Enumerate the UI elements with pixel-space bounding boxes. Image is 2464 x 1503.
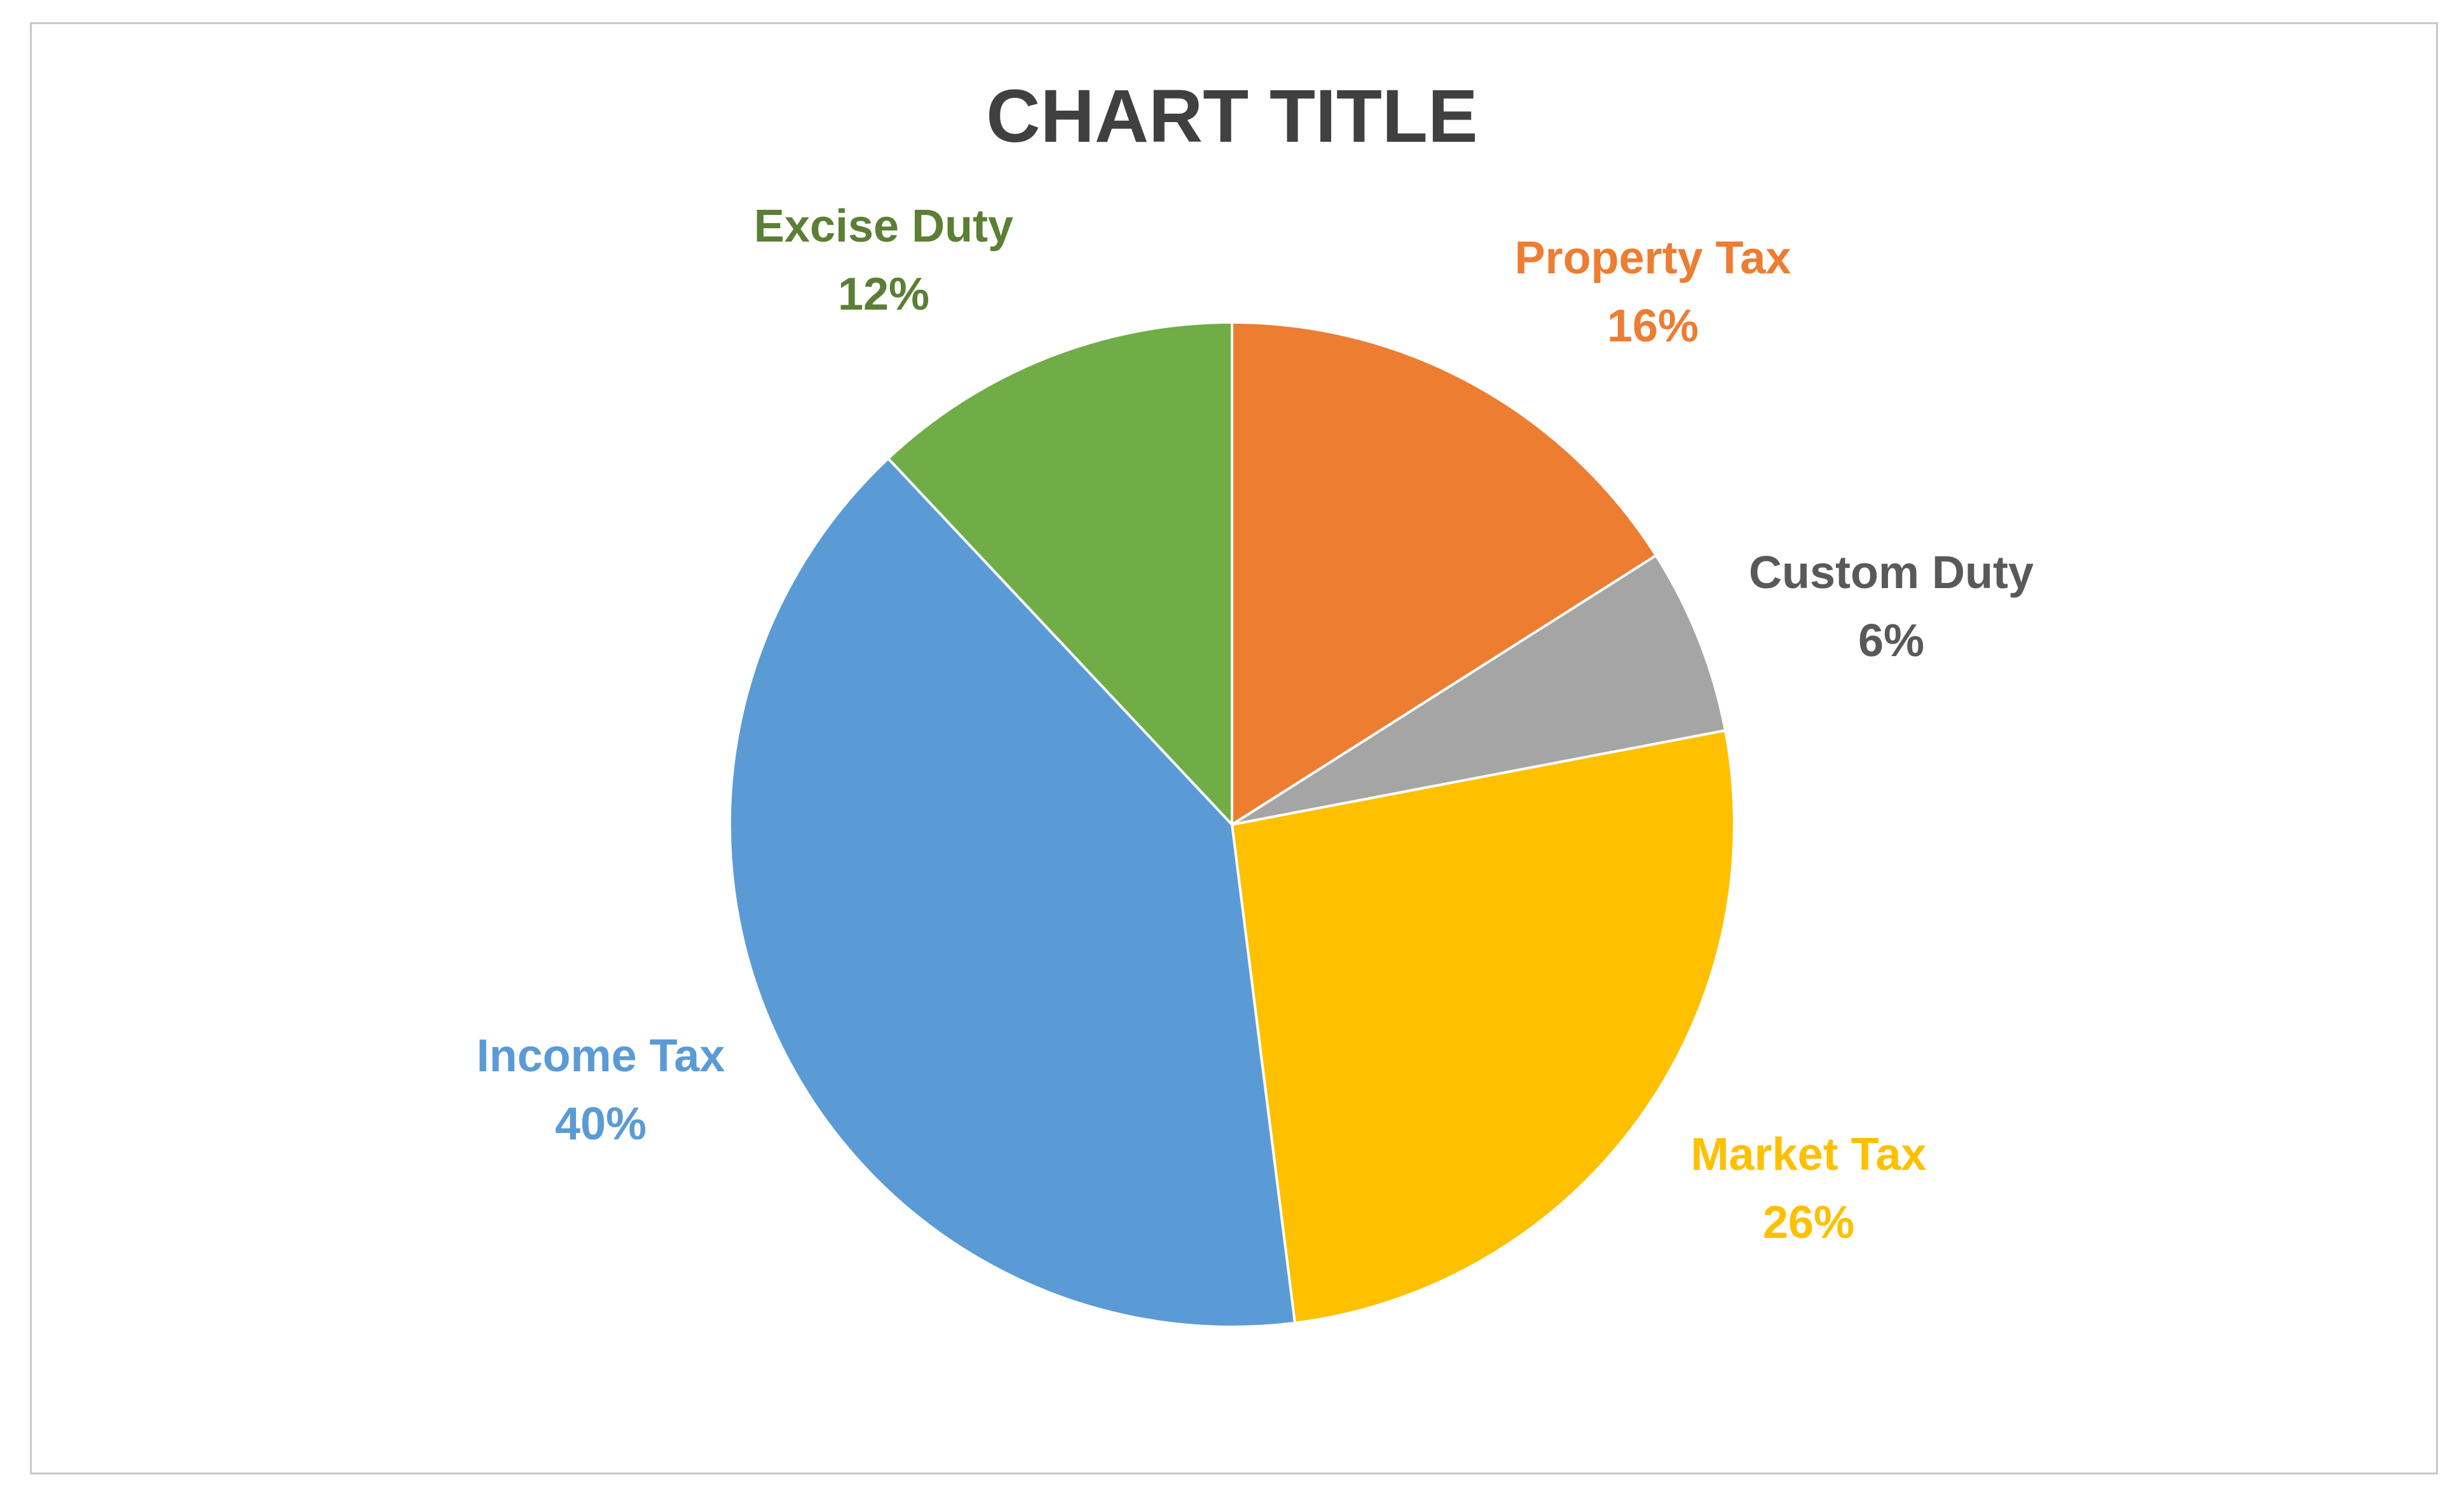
slice-label-property-tax: Property Tax	[1515, 233, 1791, 284]
slice-value-property-tax: 16%	[1607, 301, 1699, 352]
chart-title: CHART TITLE	[986, 74, 1478, 158]
slice-value-income-tax: 40%	[555, 1099, 647, 1150]
pie-slice-custom-duty	[1231, 553, 1727, 826]
slice-label-custom-duty: Custom Duty	[1749, 547, 2034, 598]
slice-label-excise-duty: Excise Duty	[754, 201, 1013, 252]
slice-value-custom-duty: 6%	[1858, 615, 1924, 666]
pie-slice-income-tax	[729, 456, 1297, 1328]
slice-label-market-tax: Market Tax	[1691, 1129, 1927, 1180]
slice-label-income-tax: Income Tax	[477, 1031, 725, 1081]
pie-slice-market-tax	[1230, 729, 1735, 1325]
pie-slice-excise-duty	[886, 320, 1233, 828]
pie-labels: Property Tax 16% Custom Duty 6% Market Tax 26…	[477, 201, 2034, 1248]
pie-slices	[729, 320, 1735, 1328]
pie-slice-property-tax	[1231, 320, 1658, 827]
slice-value-excise-duty: 12%	[838, 269, 929, 320]
slice-value-market-tax: 26%	[1763, 1197, 1854, 1248]
